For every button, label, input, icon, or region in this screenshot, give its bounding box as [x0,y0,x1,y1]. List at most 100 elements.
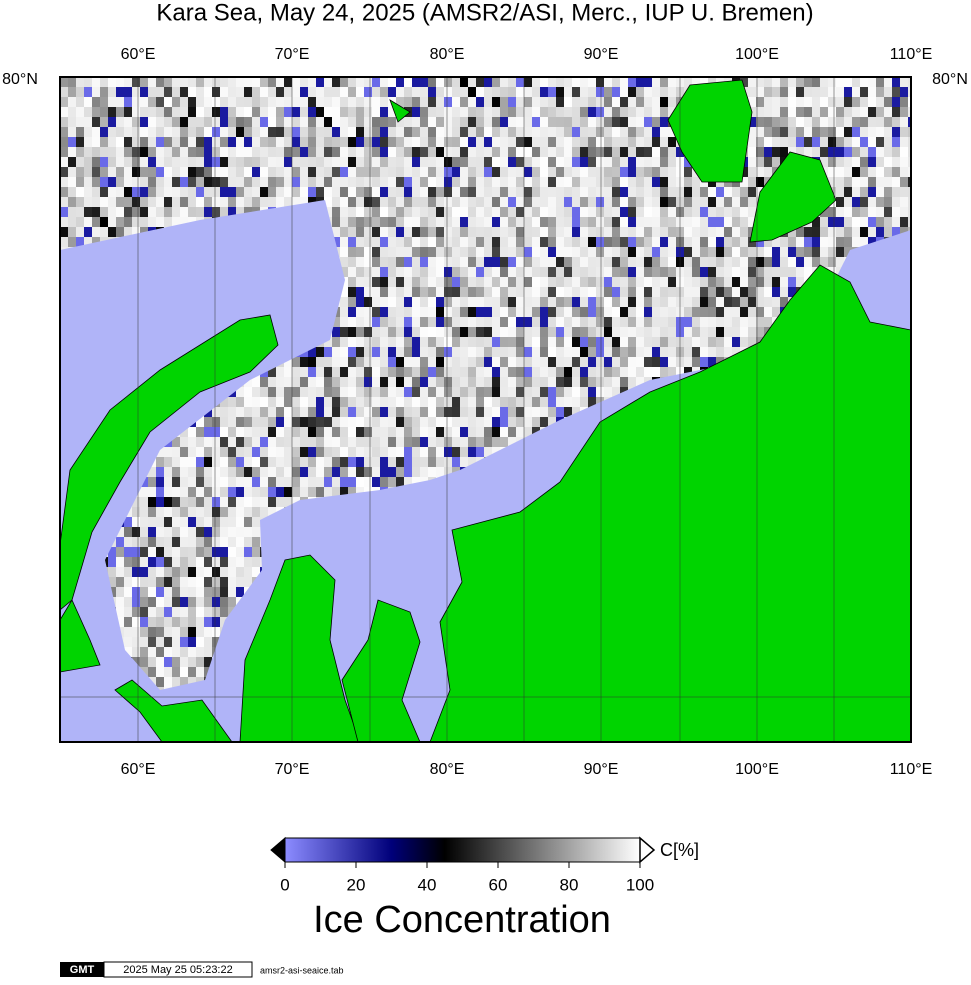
ice-cell [252,447,260,457]
ice-cell [572,77,580,87]
ice-cell [628,377,636,387]
ice-cell [164,557,172,567]
ice-cell [228,557,236,567]
ice-cell [388,127,396,137]
ice-cell [252,557,260,567]
ice-cell [228,197,236,207]
ice-cell [260,457,268,467]
ice-cell [420,307,428,317]
ice-cell [620,277,628,287]
ice-cell [148,77,156,87]
ice-cell [340,397,348,407]
ice-cell [548,357,556,367]
ice-cell [428,217,436,227]
ice-cell [540,267,548,277]
ice-cell [244,107,252,117]
ice-cell [108,127,116,137]
ice-cell [452,187,460,197]
ice-cell [380,337,388,347]
ice-cell [460,347,468,357]
ice-cell [396,177,404,187]
ice-cell [372,467,380,477]
ice-cell [564,167,572,177]
ice-cell [388,137,396,147]
ice-cell [548,147,556,157]
ice-cell [556,377,564,387]
ice-cell [644,107,652,117]
ice-cell [596,327,604,337]
ice-cell [108,87,116,97]
ice-cell [196,597,204,607]
ice-cell [116,607,124,617]
ice-cell [516,407,524,417]
ice-cell [420,157,428,167]
ice-cell [516,137,524,147]
ice-cell [132,567,140,577]
ice-cell [540,417,548,427]
ice-cell [244,157,252,167]
ice-cell [524,237,532,247]
ice-cell [436,157,444,167]
ice-cell [260,447,268,457]
ice-cell [476,117,484,127]
ice-cell [364,377,372,387]
ice-cell [156,587,164,597]
ice-cell [564,407,572,417]
ice-cell [260,147,268,157]
ice-cell [556,177,564,187]
ice-cell [68,77,76,87]
ice-cell [396,147,404,157]
ice-cell [596,267,604,277]
ice-cell [468,377,476,387]
ice-cell [460,427,468,437]
ice-cell [404,217,412,227]
ice-cell [604,77,612,87]
ice-cell [564,387,572,397]
ice-cell [540,237,548,247]
ice-cell [620,197,628,207]
ice-cell [140,657,148,667]
ice-cell [468,167,476,177]
ice-cell [372,317,380,327]
ice-cell [348,397,356,407]
ice-cell [412,207,420,217]
ice-cell [228,577,236,587]
ice-cell [468,107,476,117]
ice-cell [404,147,412,157]
ice-cell [508,177,516,187]
ice-cell [372,427,380,437]
ice-cell [644,157,652,167]
ice-cell [484,167,492,177]
ice-cell [292,87,300,97]
ice-cell [220,497,228,507]
ice-cell [308,397,316,407]
ice-cell [572,347,580,357]
ice-cell [356,367,364,377]
ice-cell [204,497,212,507]
ice-cell [156,157,164,167]
ice-cell [652,277,660,287]
ice-cell [268,167,276,177]
ice-cell [604,177,612,187]
ice-cell [364,347,372,357]
ice-cell [508,367,516,377]
ice-cell [420,167,428,177]
ice-cell [388,317,396,327]
ice-cell [284,167,292,177]
ice-cell [332,107,340,117]
ice-cell [404,297,412,307]
ice-cell [460,187,468,197]
ice-cell [308,407,316,417]
ice-cell [228,77,236,87]
ice-cell [348,137,356,147]
ice-cell [476,357,484,367]
ice-cell [364,97,372,107]
ice-cell [572,237,580,247]
ice-cell [476,277,484,287]
ice-cell [84,107,92,117]
ice-cell [60,107,68,117]
ice-cell [588,127,596,137]
ice-cell [196,117,204,127]
ice-cell [284,107,292,117]
ice-cell [324,117,332,127]
